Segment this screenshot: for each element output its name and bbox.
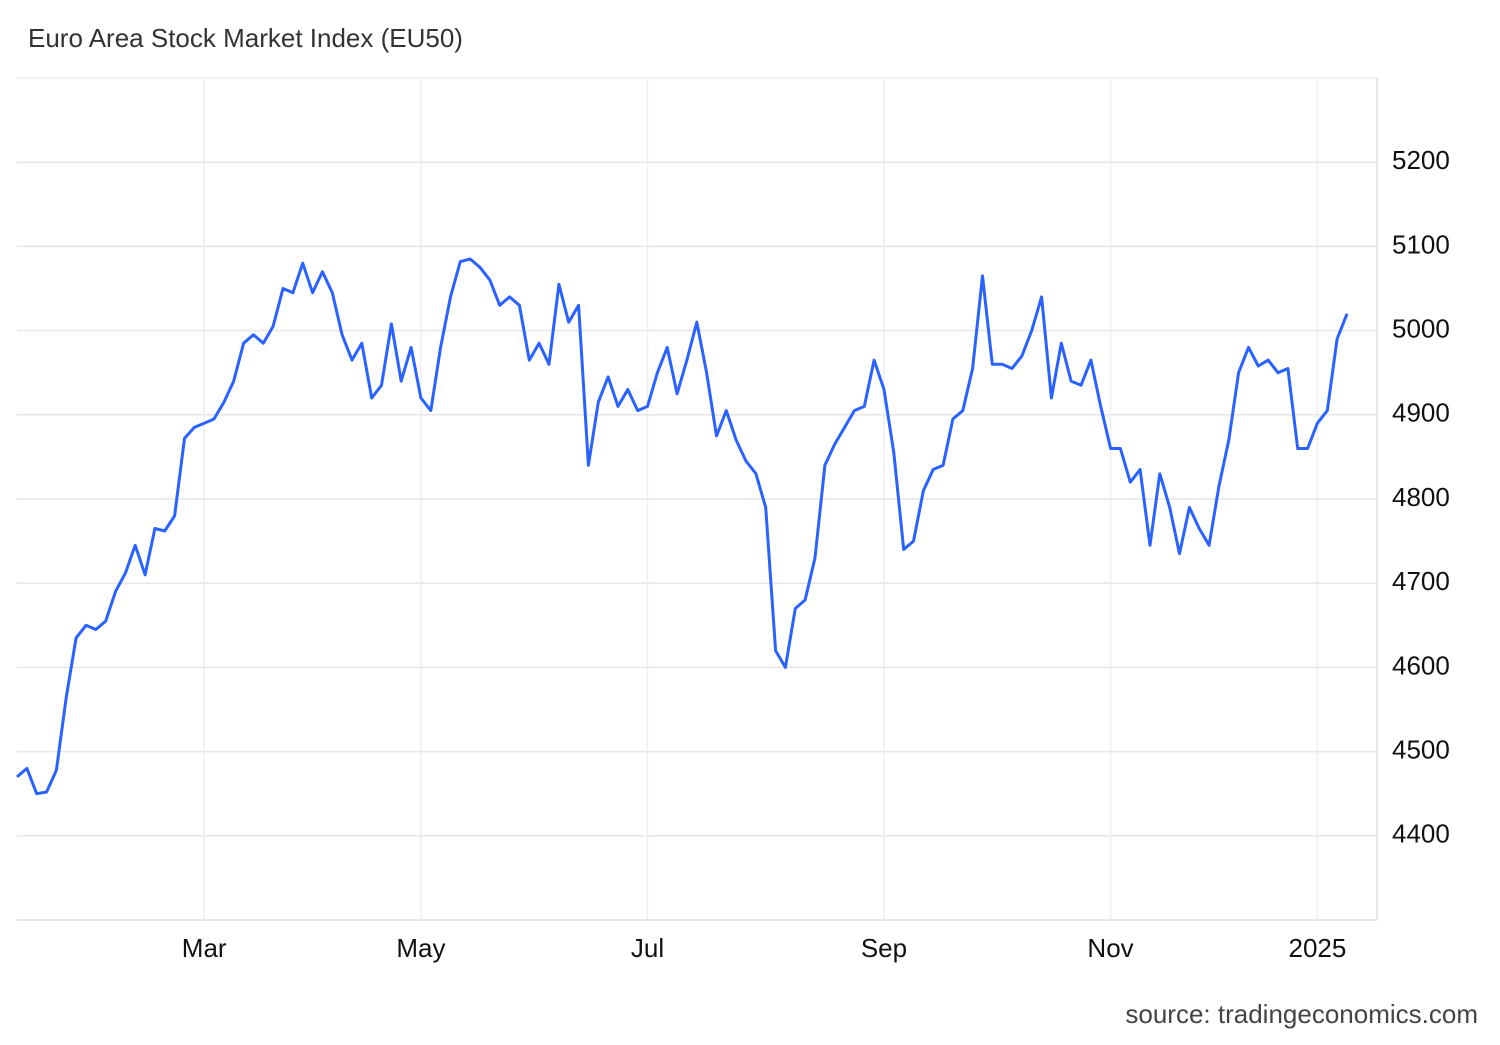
x-tick-label: 2025 bbox=[1289, 933, 1347, 963]
y-tick-label: 4700 bbox=[1392, 566, 1450, 596]
x-tick-label: Nov bbox=[1087, 933, 1133, 963]
y-tick-label: 4900 bbox=[1392, 398, 1450, 428]
x-tick-label: May bbox=[396, 933, 445, 963]
y-tick-label: 4500 bbox=[1392, 734, 1450, 764]
y-tick-label: 5000 bbox=[1392, 313, 1450, 343]
y-tick-label: 4400 bbox=[1392, 819, 1450, 849]
x-tick-label: Mar bbox=[182, 933, 227, 963]
line-series bbox=[16, 257, 1349, 796]
x-tick-label: Sep bbox=[861, 933, 907, 963]
y-tick-label: 5100 bbox=[1392, 229, 1450, 259]
y-tick-label: 4600 bbox=[1392, 650, 1450, 680]
y-tick-label: 4800 bbox=[1392, 482, 1450, 512]
chart-title: Euro Area Stock Market Index (EU50) bbox=[28, 23, 463, 53]
source: source: tradingeconomics.com bbox=[1125, 999, 1478, 1029]
y-tick-label: 5200 bbox=[1392, 145, 1450, 175]
x-tick-label: Jul bbox=[631, 933, 664, 963]
